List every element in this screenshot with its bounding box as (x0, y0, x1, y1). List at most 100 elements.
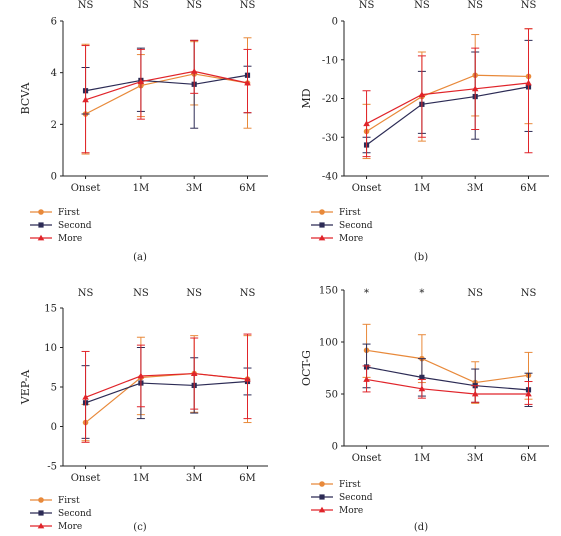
legend-item-second: Second (311, 221, 373, 231)
data-point (525, 79, 532, 86)
series-line (85, 372, 248, 424)
y-tick-label: 0 (51, 422, 57, 433)
y-tick-label: -10 (322, 55, 338, 66)
significance-label: NS (467, 0, 483, 11)
series-more (362, 28, 533, 158)
y-tick-label: 4 (51, 68, 57, 79)
x-tick-label: Onset (71, 473, 101, 484)
significance-label: NS (186, 288, 202, 299)
legend-label: More (58, 234, 82, 244)
y-axis-label: VEP-A (19, 369, 32, 405)
x-tick-label: Onset (71, 183, 101, 194)
significance-label: NS (240, 0, 256, 11)
legend-marker (318, 234, 326, 241)
x-tick-label: 3M (186, 473, 203, 484)
legend-item-more: More (30, 522, 82, 532)
y-tick-label: 2 (51, 120, 57, 131)
series-first (362, 28, 533, 160)
series-line (85, 380, 248, 404)
x-tick-label: 3M (467, 453, 484, 464)
data-point (137, 78, 145, 85)
legend-marker (318, 506, 326, 513)
significance-label: NS (467, 288, 483, 299)
legend-label: First (339, 208, 361, 218)
chart-panel-b: -40 -30 -20 -10 0 Onset 1M 3M 6M MD NS NS NS NS First S… (300, 0, 549, 263)
x-tick-label: Onset (352, 453, 382, 464)
legend-label: More (339, 506, 363, 516)
y-tick-label: 15 (44, 304, 57, 315)
series-line (366, 86, 529, 146)
data-point (363, 376, 370, 382)
panel-label: (a) (133, 252, 147, 263)
series-first (81, 37, 252, 155)
x-tick-label: 6M (520, 183, 537, 194)
chart-panel-c: -5 0 5 10 15 Onset 1M 3M 6M VEP-A NS NS NS NS First Sec… (19, 288, 268, 533)
y-tick-label: 0 (51, 172, 57, 183)
legend-item-first: First (30, 208, 80, 218)
y-axis-label: OCT-G (300, 350, 313, 386)
series-line (366, 378, 529, 395)
data-point (137, 372, 145, 379)
significance-label: NS (133, 0, 149, 11)
panel-label: (b) (414, 252, 428, 263)
x-tick-label: 3M (467, 183, 484, 194)
series-more (362, 365, 533, 405)
legend-marker (319, 209, 325, 215)
series-line (366, 366, 529, 391)
x-tick-label: 1M (133, 473, 150, 484)
significance-label: NS (186, 0, 202, 11)
chart-panel-d: 0 50 100 150 Onset 1M 3M 6M OCT-G * * NS NS First Seco… (300, 286, 549, 533)
legend-item-second: Second (311, 493, 373, 503)
series-line (366, 74, 529, 132)
legend-label: First (58, 496, 80, 506)
legend-label: Second (339, 221, 373, 231)
y-tick-label: 0 (332, 17, 338, 28)
legend-marker (38, 510, 44, 516)
legend-label: Second (58, 221, 92, 231)
significance-label: NS (78, 0, 94, 11)
legend-label: Second (58, 509, 92, 519)
legend-label: More (58, 522, 82, 532)
legend-label: First (339, 480, 361, 490)
legend-label: More (339, 234, 363, 244)
legend-item-first: First (30, 496, 80, 506)
x-tick-label: 1M (414, 453, 431, 464)
data-point (190, 370, 198, 376)
data-point (190, 68, 198, 74)
legend-marker (37, 522, 45, 529)
x-tick-label: 1M (414, 183, 431, 194)
y-tick-label: 6 (51, 17, 57, 28)
x-tick-label: Onset (352, 183, 382, 194)
data-point (418, 385, 426, 392)
significance-label: NS (414, 0, 430, 11)
data-point (82, 393, 89, 400)
legend-marker (319, 222, 325, 228)
significance-label: NS (133, 288, 149, 299)
y-tick-label: 100 (319, 338, 338, 349)
data-point (82, 96, 89, 103)
legend-marker (38, 209, 44, 215)
legend-item-more: More (311, 506, 363, 516)
x-tick-label: 3M (186, 183, 203, 194)
legend-label: First (58, 208, 80, 218)
x-tick-label: 6M (520, 453, 537, 464)
legend-item-second: Second (30, 221, 92, 231)
significance-label: NS (521, 288, 537, 299)
series-line (85, 70, 248, 101)
data-point (525, 390, 532, 397)
x-tick-label: 6M (239, 473, 256, 484)
data-point (471, 390, 479, 397)
data-point (244, 79, 251, 86)
y-tick-label: 5 (51, 383, 57, 394)
series-line (85, 372, 248, 398)
y-tick-label: -40 (322, 172, 338, 183)
significance-label: * (419, 288, 424, 299)
y-tick-label: 10 (44, 343, 57, 354)
series-line (366, 82, 529, 125)
panel-label: (c) (133, 522, 147, 533)
significance-label: NS (78, 288, 94, 299)
data-point (244, 375, 251, 382)
legend-label: Second (339, 493, 373, 503)
significance-label: NS (359, 0, 375, 11)
